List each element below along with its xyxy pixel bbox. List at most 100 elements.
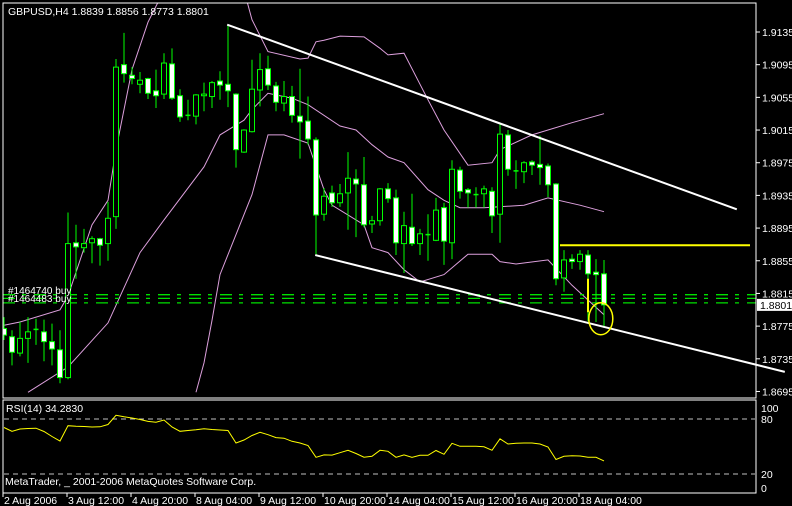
candle-body-bear [353, 178, 359, 185]
candle-body-bull [337, 193, 343, 204]
candle-body-bear [585, 254, 591, 275]
candle [89, 236, 95, 264]
candle-body-bear [313, 139, 319, 216]
price-tick-label: 1.8775 [762, 321, 792, 333]
candle-body-bull [577, 253, 583, 263]
candle [353, 169, 359, 238]
candle [377, 188, 383, 226]
candle [369, 215, 375, 233]
candle-body-bull [65, 243, 71, 379]
candle-body-bear [233, 93, 239, 151]
candle [553, 183, 559, 286]
bollinger-band-middle [27, 92, 605, 393]
candle-body-bull [249, 88, 255, 133]
candle [457, 166, 463, 199]
candle-body-bull [521, 162, 527, 173]
rsi-pane-frame [2, 399, 757, 494]
candle-body-bull [161, 62, 167, 95]
rsi-tick-label: 0 [761, 483, 767, 495]
candle [145, 77, 151, 99]
candle [17, 322, 23, 357]
candle-body-bear [97, 238, 103, 246]
candle [513, 160, 519, 189]
candle [417, 228, 423, 256]
time-tick-label: 14 Aug 04:00 [388, 495, 450, 506]
candle [481, 185, 487, 208]
candle-body-bear [305, 120, 311, 140]
candle [521, 161, 527, 184]
candle [297, 68, 303, 159]
trendlines [226, 23, 786, 373]
candle-body-bear [361, 184, 367, 226]
rsi-tick-label: 100 [761, 403, 779, 415]
candle [217, 71, 223, 100]
candle-body-bear [409, 226, 415, 245]
candle-body-bear [273, 85, 279, 103]
price-tick-label: 1.9015 [762, 125, 792, 137]
candle [65, 212, 71, 380]
candle-body-bear [393, 197, 399, 244]
rsi-pane[interactable] [3, 414, 755, 475]
candle-body-bear [145, 78, 151, 94]
main-pane[interactable] [2, 0, 757, 393]
candle [193, 94, 199, 125]
candle [81, 228, 87, 253]
candle-body-bull [241, 129, 247, 153]
candle-body-bear [153, 90, 159, 97]
candle [473, 187, 479, 208]
candle-body-bear [49, 341, 55, 350]
candle [601, 259, 607, 328]
time-tick-label: 10 Aug 20:00 [324, 495, 386, 506]
candle [329, 185, 335, 207]
rsi-tick-label: 80 [761, 414, 773, 426]
candle-body-bull [257, 69, 263, 91]
candle-body-bull [113, 66, 119, 218]
candle [169, 48, 175, 100]
candle [257, 53, 263, 107]
candle-body-bull [81, 243, 87, 249]
candle-body-bear [57, 349, 63, 379]
candle [465, 188, 471, 208]
time-tick-label: 2 Aug 2006 [4, 495, 57, 506]
candle [393, 189, 399, 256]
candle [177, 89, 183, 122]
candle [241, 129, 247, 153]
candle [305, 96, 311, 145]
candle [337, 183, 343, 207]
candle-body-bear [3, 328, 7, 336]
candle [153, 69, 159, 108]
time-tick-label: 4 Aug 20:00 [132, 495, 188, 506]
price-tick-label: 1.8735 [762, 354, 792, 366]
candle-body-bear [537, 163, 543, 169]
candle-body-bull [89, 238, 95, 244]
candle-body-bull [401, 225, 407, 245]
rsi-line [3, 414, 605, 462]
candle [105, 201, 111, 261]
candle-body-bull [193, 94, 199, 117]
time-tick-label: 16 Aug 20:00 [516, 495, 578, 506]
candle-body-bear [529, 161, 535, 166]
candle [385, 183, 391, 203]
candle [449, 160, 455, 260]
order-label[interactable]: #1464740 buy [8, 286, 71, 297]
candle [201, 82, 207, 112]
candle-body-bull [481, 188, 487, 195]
candle [529, 160, 535, 175]
candle [49, 323, 55, 366]
order-label[interactable]: #1464483 buy [8, 294, 71, 305]
candle-body-bear [441, 207, 447, 242]
candle [433, 197, 439, 242]
candle [225, 24, 231, 108]
candle [321, 188, 327, 221]
candle [161, 53, 167, 99]
price-tick-label: 1.8695 [762, 386, 792, 398]
candle [209, 81, 215, 108]
candle [409, 193, 415, 247]
annotation-circle [588, 302, 614, 336]
candle [441, 202, 447, 265]
candle-body-bear [601, 273, 607, 306]
candle-body-bear [289, 96, 295, 116]
candle-body-bear [177, 95, 183, 118]
candle-body-bear [465, 189, 471, 194]
